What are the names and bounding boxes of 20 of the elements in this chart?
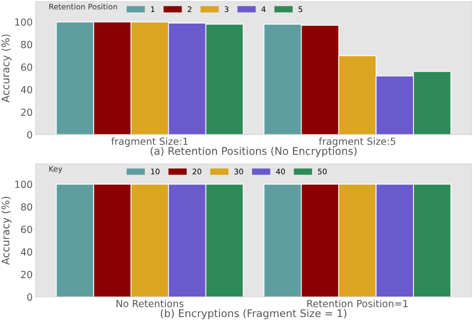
x-axis-title: (b) Encryptions (Fragment Size = 1): [160, 309, 346, 320]
y-axis-title: Accuracy (%): [1, 196, 12, 265]
y-tick-label: 20: [21, 270, 32, 278]
x-tick-label: fragment Size:1: [111, 137, 188, 147]
x-tick-label: fragment Size:5: [318, 137, 396, 147]
y-axis-title: Accuracy (%): [1, 34, 12, 102]
y-tick-label: 0: [27, 293, 32, 301]
x-tick-label: No Retentions: [116, 300, 184, 308]
x-axis-title: (a) Retention Positions (No Encryptions): [150, 146, 356, 157]
y-tick-label: 40: [20, 248, 32, 256]
y-tick-label: 100: [15, 18, 32, 26]
y-tick-label: 80: [21, 203, 32, 211]
x-tick-label: Retention Position=1: [307, 300, 408, 308]
y-tick-label: 20: [21, 108, 32, 116]
y-tick-label: 0: [27, 131, 32, 138]
y-tick-label: 100: [15, 180, 32, 188]
y-tick-label: 40: [20, 86, 32, 94]
y-tick-label: 60: [21, 63, 32, 71]
y-tick-label: 60: [21, 226, 32, 234]
y-tick-label: 80: [21, 40, 32, 48]
